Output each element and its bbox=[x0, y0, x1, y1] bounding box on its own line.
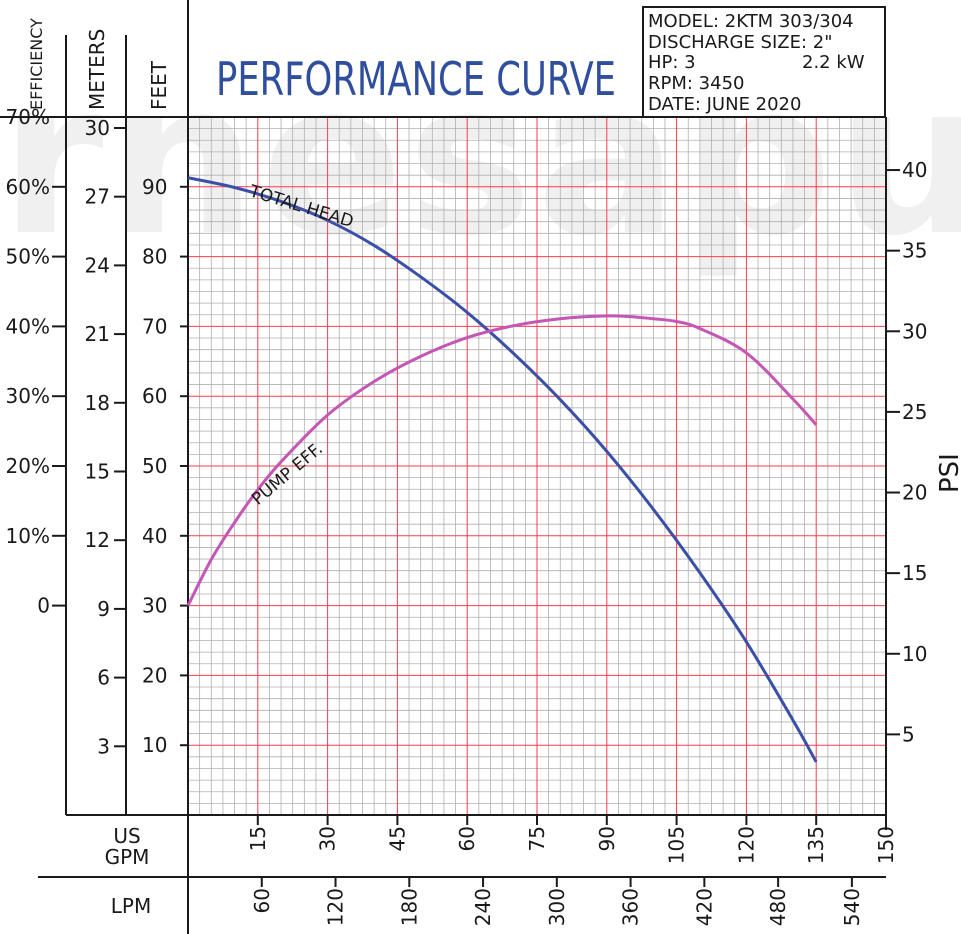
gpm-tick-label: 15 bbox=[246, 826, 270, 851]
efficiency-tick-label: 40% bbox=[6, 314, 50, 338]
gpm-tick-label: 30 bbox=[316, 826, 340, 851]
efficiency-tick-label: 30% bbox=[6, 384, 50, 408]
lpm-tick-label: 300 bbox=[545, 888, 569, 926]
pump-efficiency-curve bbox=[186, 314, 818, 607]
gpm-tick-label: 60 bbox=[455, 826, 479, 851]
info-rpm: RPM: 3450 bbox=[648, 73, 745, 94]
gpm-axis-label-line1: US bbox=[113, 824, 140, 848]
feet-column-label: FEET bbox=[147, 60, 171, 110]
feet-tick-label: 10 bbox=[142, 733, 167, 757]
meters-tick-label: 30 bbox=[85, 116, 110, 140]
efficiency-tick-label: 20% bbox=[6, 454, 50, 478]
gpm-axis-label-line2: GPM bbox=[105, 845, 150, 869]
lpm-tick-label: 180 bbox=[397, 888, 421, 926]
gpm-tick-label: 120 bbox=[734, 826, 758, 864]
gpm-tick-label: 150 bbox=[874, 826, 898, 864]
psi-tick-label: 35 bbox=[902, 239, 927, 263]
info-date: DATE: JUNE 2020 bbox=[648, 94, 801, 115]
lpm-tick-label: 240 bbox=[471, 888, 495, 926]
gpm-tick-label: 90 bbox=[595, 826, 619, 851]
psi-tick-label: 25 bbox=[902, 400, 927, 424]
meters-tick-label: 24 bbox=[85, 253, 110, 277]
meters-tick-label: 9 bbox=[97, 597, 110, 621]
watermark-text: rnesapun bbox=[0, 37, 961, 282]
meters-tick-label: 3 bbox=[97, 734, 110, 758]
meters-tick-label: 18 bbox=[85, 391, 110, 415]
gpm-tick-label: 135 bbox=[804, 826, 828, 864]
lpm-tick-label: 420 bbox=[692, 888, 716, 926]
lpm-tick-label: 60 bbox=[250, 888, 274, 913]
feet-tick-label: 30 bbox=[142, 594, 167, 618]
info-discharge: DISCHARGE SIZE: 2" bbox=[648, 32, 833, 53]
psi-tick-label: 10 bbox=[902, 642, 927, 666]
total-head-curve bbox=[187, 176, 818, 763]
info-model: MODEL: 2KTM 303/304 bbox=[648, 11, 854, 32]
efficiency-tick-label: 0 bbox=[37, 594, 50, 618]
meters-tick-label: 6 bbox=[97, 666, 110, 690]
meters-tick-label: 21 bbox=[85, 322, 110, 346]
feet-tick-label: 40 bbox=[142, 524, 167, 548]
efficiency-tick-label: 50% bbox=[6, 245, 50, 269]
gpm-tick-label: 105 bbox=[665, 826, 689, 864]
lpm-tick-label: 360 bbox=[619, 888, 643, 926]
gpm-tick-label: 75 bbox=[525, 826, 549, 851]
feet-tick-label: 20 bbox=[142, 663, 167, 687]
psi-tick-label: 20 bbox=[902, 481, 927, 505]
feet-tick-label: 50 bbox=[142, 454, 167, 478]
efficiency-tick-label: 10% bbox=[6, 524, 50, 548]
info-hp: HP: 3 bbox=[648, 52, 696, 73]
psi-axis-label: PSI bbox=[935, 453, 961, 493]
efficiency-tick-label: 70% bbox=[6, 105, 50, 129]
efficiency-column-label: EFFICIENCY bbox=[27, 18, 46, 110]
efficiency-tick-label: 60% bbox=[6, 175, 50, 199]
meters-column-label: METERS bbox=[85, 29, 109, 110]
psi-tick-label: 15 bbox=[902, 561, 927, 585]
pump-efficiency-label: PUMP EFF. bbox=[248, 439, 327, 510]
info-box bbox=[642, 6, 886, 118]
feet-tick-label: 90 bbox=[142, 175, 167, 199]
lpm-tick-label: 540 bbox=[840, 888, 864, 926]
lpm-tick-label: 120 bbox=[324, 888, 348, 926]
feet-tick-label: 80 bbox=[142, 245, 167, 269]
feet-tick-label: 70 bbox=[142, 314, 167, 338]
lpm-tick-label: 480 bbox=[766, 888, 790, 926]
meters-tick-label: 15 bbox=[85, 459, 110, 483]
meters-tick-label: 12 bbox=[85, 528, 110, 552]
psi-tick-label: 40 bbox=[902, 158, 927, 182]
gpm-tick-label: 45 bbox=[385, 826, 409, 851]
psi-tick-label: 5 bbox=[902, 722, 915, 746]
page-title: PERFORMANCE CURVE bbox=[216, 52, 616, 106]
psi-tick-label: 30 bbox=[902, 319, 927, 343]
meters-tick-label: 27 bbox=[85, 185, 110, 209]
info-kw: 2.2 kW bbox=[802, 52, 865, 73]
lpm-axis-label: LPM bbox=[111, 894, 151, 918]
feet-tick-label: 60 bbox=[142, 384, 167, 408]
